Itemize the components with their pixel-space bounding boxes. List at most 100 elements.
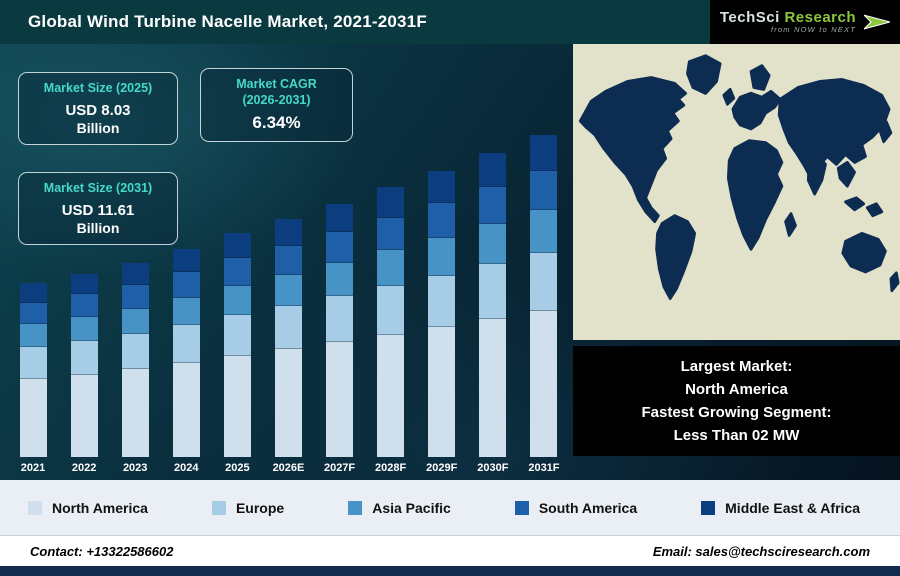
bar-segment-north-america bbox=[70, 374, 98, 457]
bar-segment-middle-east-africa bbox=[428, 170, 456, 203]
bar-segment-south-america bbox=[19, 302, 47, 325]
stacked-bar-2028F bbox=[377, 187, 405, 457]
legend-swatch bbox=[211, 500, 226, 515]
x-axis-label: 2028F bbox=[375, 462, 407, 474]
bar-segment-north-america bbox=[172, 363, 200, 457]
x-axis-label: 2022 bbox=[71, 462, 97, 474]
bar-group: 2030F bbox=[472, 50, 514, 476]
bar-segment-middle-east-africa bbox=[223, 233, 251, 259]
bar-segment-europe bbox=[530, 252, 558, 311]
legend-label: South America bbox=[538, 499, 638, 516]
bar-segment-asia-pacific bbox=[326, 263, 354, 297]
bar-segment-middle-east-africa bbox=[19, 283, 47, 303]
legend-item-europe: Europe bbox=[211, 499, 285, 516]
brand-tagline: from NOW to NEXT bbox=[770, 24, 856, 34]
market-size-2031-unit: Billion bbox=[76, 220, 120, 237]
bar-segment-asia-pacific bbox=[479, 224, 507, 264]
bar-segment-europe bbox=[274, 306, 302, 350]
bar-group: 2025 bbox=[216, 50, 258, 476]
market-cagr-label-line1: Market CAGR bbox=[236, 77, 317, 91]
bar-segment-middle-east-africa bbox=[121, 262, 149, 285]
stacked-bar-2023 bbox=[121, 262, 149, 457]
bar-segment-europe bbox=[479, 264, 507, 319]
bar-segment-europe bbox=[326, 296, 354, 343]
legend-swatch bbox=[28, 500, 42, 515]
stacked-bar-2030F bbox=[479, 153, 507, 457]
bar-segment-asia-pacific bbox=[274, 274, 302, 307]
bar-segment-europe bbox=[121, 334, 149, 370]
market-size-2031-value: USD 11.61 bbox=[61, 201, 135, 219]
bar-segment-north-america bbox=[428, 327, 456, 457]
stacked-bar-2027F bbox=[326, 203, 354, 457]
bar-group: 2029F bbox=[421, 50, 463, 476]
market-size-2031-box: Market Size (2031) USD 11.61 Billion bbox=[18, 172, 178, 246]
bar-segment-middle-east-africa bbox=[530, 134, 558, 172]
bar-segment-north-america bbox=[274, 349, 302, 457]
bar-segment-south-america bbox=[326, 232, 354, 264]
contact-bar: Contact: +13322586602 Email: sales@techs… bbox=[0, 535, 900, 566]
bar-group: 2031F bbox=[523, 50, 565, 476]
bar-segment-south-america bbox=[70, 294, 98, 318]
bar-segment-asia-pacific bbox=[172, 297, 200, 326]
market-size-2031-label: Market Size (2031) bbox=[43, 181, 153, 195]
bar-segment-asia-pacific bbox=[377, 250, 405, 286]
bar-segment-middle-east-africa bbox=[172, 248, 200, 273]
x-axis-label: 2029F bbox=[426, 462, 458, 474]
bar-segment-europe bbox=[70, 341, 98, 375]
legend-swatch bbox=[701, 500, 716, 515]
market-size-2025-box: Market Size (2025) USD 8.03 Billion bbox=[18, 72, 178, 146]
bar-segment-south-america bbox=[223, 258, 251, 286]
legend-label: Middle East & Africa bbox=[725, 499, 860, 516]
bar-segment-south-america bbox=[274, 245, 302, 275]
bar-segment-europe bbox=[223, 315, 251, 356]
x-axis-label: 2024 bbox=[174, 462, 199, 474]
stacked-bar-2021 bbox=[19, 283, 47, 457]
world-map bbox=[573, 44, 900, 340]
legend-swatch bbox=[514, 500, 529, 515]
header-bar: Global Wind Turbine Nacelle Market, 2021… bbox=[0, 0, 900, 44]
bar-segment-north-america bbox=[19, 378, 47, 457]
x-axis-label: 2030F bbox=[477, 462, 509, 474]
x-axis-label: 2025 bbox=[225, 462, 250, 474]
bar-segment-north-america bbox=[326, 342, 354, 457]
bar-segment-south-america bbox=[530, 171, 558, 211]
stacked-bar-2031F bbox=[530, 134, 558, 457]
legend-item-south-america: South America bbox=[514, 499, 638, 516]
largest-market-value: North America bbox=[685, 380, 788, 398]
contact-email: Email: sales@techsciresearch.com bbox=[652, 543, 870, 559]
bar-group: 2024 bbox=[165, 50, 207, 476]
brand-primary: TechSci bbox=[719, 9, 780, 27]
contact-phone: Contact: +13322586602 bbox=[30, 543, 174, 559]
bar-segment-europe bbox=[19, 347, 47, 379]
legend: North America Europe Asia Pacific South Ame… bbox=[0, 480, 900, 535]
legend-label: North America bbox=[52, 499, 148, 516]
bar-segment-south-america bbox=[428, 202, 456, 238]
market-cagr-label-line2: (2026-2031) bbox=[242, 92, 311, 107]
logo-text: TechSci Research from NOW to NEXT bbox=[720, 10, 856, 34]
bar-segment-north-america bbox=[121, 369, 149, 457]
market-size-2025-label: Market Size (2025) bbox=[43, 81, 153, 95]
chart-panel: Market Size (2025) USD 8.03 Billion Mark… bbox=[0, 44, 573, 480]
bar-segment-south-america bbox=[479, 187, 507, 225]
arrow-icon bbox=[864, 14, 890, 30]
world-map-svg bbox=[578, 54, 900, 301]
bar-segment-south-america bbox=[121, 284, 149, 309]
market-size-2025-value: USD 8.03 bbox=[65, 101, 131, 119]
x-axis-label: 2031F bbox=[528, 462, 560, 474]
bar-segment-europe bbox=[172, 325, 200, 364]
bar-segment-asia-pacific bbox=[70, 317, 98, 342]
market-size-2025-unit: Billion bbox=[76, 120, 120, 137]
bar-segment-south-america bbox=[377, 217, 405, 251]
bar-segment-north-america bbox=[530, 310, 558, 457]
legend-label: Asia Pacific bbox=[372, 499, 451, 516]
bar-group: 2028F bbox=[370, 50, 412, 476]
stacked-bar-2024 bbox=[172, 248, 200, 457]
stacked-bar-2026E bbox=[274, 218, 302, 457]
legend-label: Europe bbox=[235, 499, 285, 516]
legend-item-asia-pacific: Asia Pacific bbox=[348, 500, 451, 516]
bar-group: 2021 bbox=[12, 50, 54, 476]
stacked-bar-2022 bbox=[70, 273, 98, 457]
brand-name: TechSci Research bbox=[720, 10, 856, 26]
techsci-logo: TechSci Research from NOW to NEXT bbox=[710, 0, 900, 44]
bar-segment-asia-pacific bbox=[428, 237, 456, 276]
